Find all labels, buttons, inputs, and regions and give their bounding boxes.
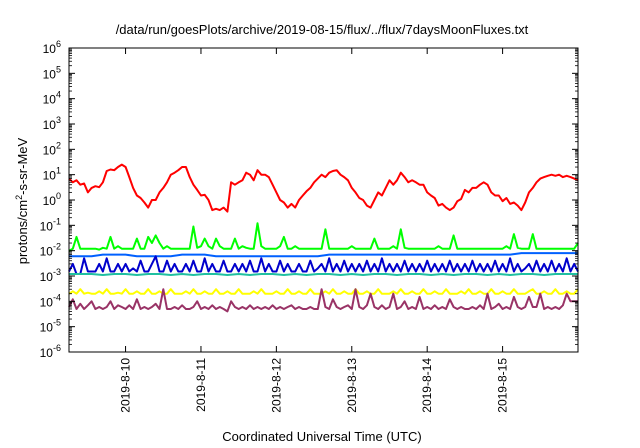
series-line (68, 163, 579, 213)
y-tick-label: 10-2 (40, 242, 61, 259)
y-tick-label: 105 (43, 64, 61, 81)
y-tick-label: 10-1 (40, 216, 61, 233)
series-line (68, 222, 579, 252)
x-tick-label: 2019-8-10 (119, 358, 133, 413)
series-line (68, 255, 579, 275)
y-tick-label: 10-4 (40, 292, 61, 309)
y-axis-label: protons/cm2-s-sr-MeV (14, 137, 30, 264)
x-tick-label: 2019-8-12 (269, 358, 283, 413)
y-tick-label: 102 (43, 140, 61, 157)
x-tick-label: 2019-8-15 (496, 358, 510, 413)
y-tick-label: 10-5 (40, 318, 61, 335)
y-tick-label: 10-3 (40, 267, 61, 284)
x-tick-label: 2019-8-11 (194, 358, 208, 412)
y-tick-label: 101 (43, 166, 61, 183)
series-line (69, 252, 578, 258)
x-tick-label: 2019-8-14 (420, 358, 434, 413)
chart-title: /data/run/goesPlots/archive/2019-08-15/f… (116, 22, 529, 37)
axes-layer: 10-6 10-5 10-4 10-3 10-2 10-1 100 101 102 103 104 1… (40, 39, 578, 413)
y-tick-label: 106 (43, 39, 61, 56)
y-tick-label: 104 (43, 90, 61, 107)
series-line (68, 288, 578, 313)
plot-frame (68, 47, 579, 353)
series-line (69, 273, 578, 276)
series-layer (68, 163, 579, 313)
y-tick-label: 10-6 (40, 343, 61, 360)
series-line (68, 288, 579, 295)
x-tick-label: 2019-8-13 (345, 358, 359, 413)
x-axis-label: Coordinated Universal Time (UTC) (222, 429, 421, 444)
y-tick-label: 100 (43, 191, 61, 208)
y-tick-label: 103 (43, 115, 61, 132)
